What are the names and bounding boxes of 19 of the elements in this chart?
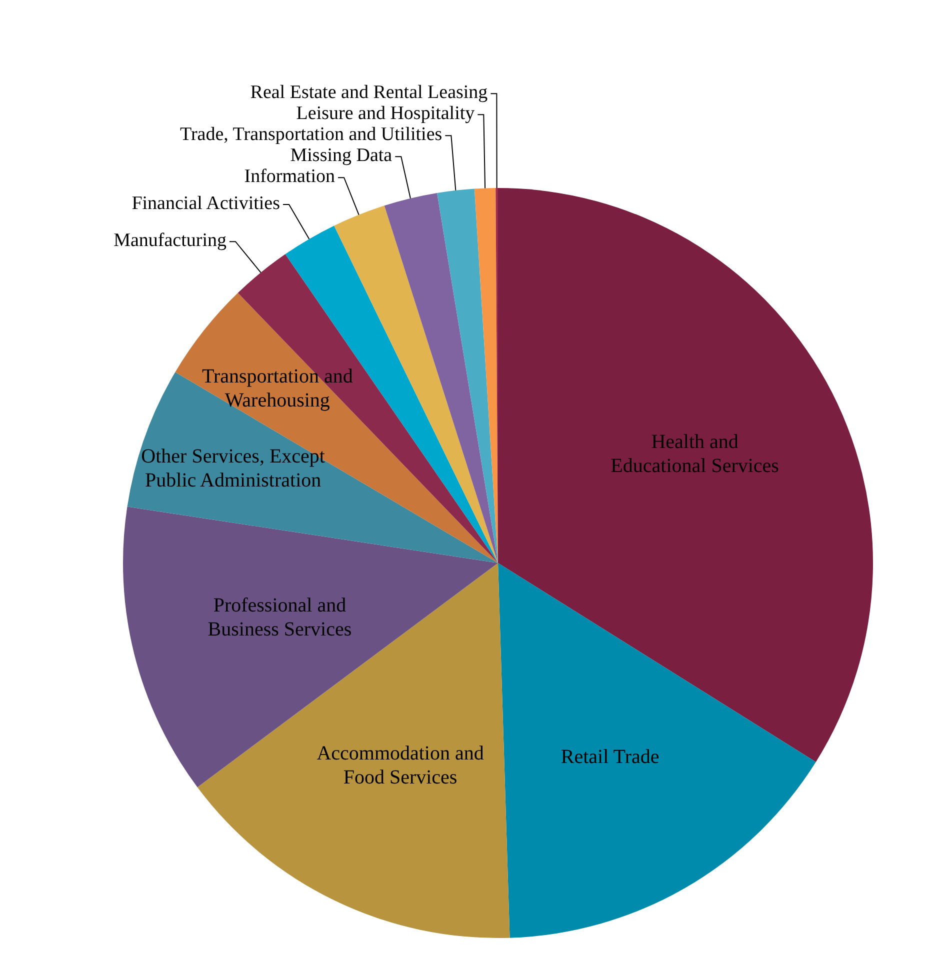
slice-label: Missing Data — [290, 144, 393, 166]
pie-slice — [437, 188, 498, 563]
slice-label: Real Estate and Rental Leasing — [250, 82, 488, 103]
pie-slice — [498, 188, 872, 762]
slice-label: Retail Trade — [560, 746, 660, 768]
pie-slice — [123, 506, 498, 788]
slice-label: Leisure and Hospitality — [296, 102, 476, 124]
pie-slice — [498, 563, 816, 938]
slice-label: Other Services, Except Public Administration — [141, 445, 326, 492]
slice-label: Manufacturing — [114, 230, 227, 251]
slice-label: Financial Activities — [132, 192, 280, 214]
pie-slice — [197, 563, 510, 938]
slice-label: Accommodation and Food Services — [316, 742, 484, 788]
slice-label: Professional and Business Services — [208, 594, 352, 640]
slice-label: Health and Educational Services — [610, 430, 780, 477]
pie-slice — [384, 192, 498, 563]
slice-label: Trade, Transportation and Utilities — [180, 124, 442, 145]
slice-label: Transportation and Warehousing — [202, 365, 353, 412]
slice-label: Information — [244, 166, 336, 187]
